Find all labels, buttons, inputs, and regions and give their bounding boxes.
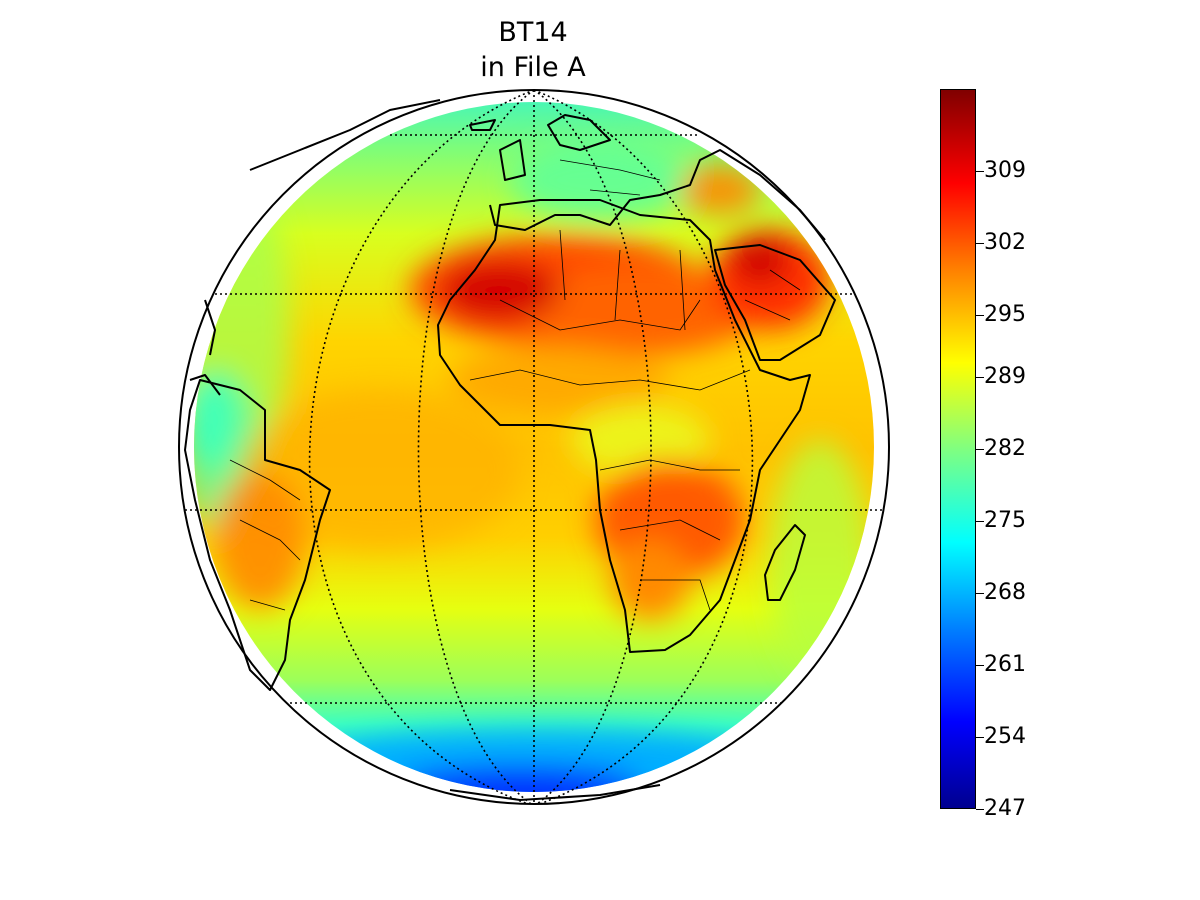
colorbar-tick-label: 247 bbox=[984, 796, 1026, 821]
colorbar-tick bbox=[976, 449, 984, 450]
colorbar-tick-label: 295 bbox=[984, 302, 1026, 327]
colorbar-tick bbox=[976, 521, 984, 522]
colorbar-tick bbox=[976, 809, 984, 810]
colorbar-tick bbox=[976, 243, 984, 244]
globe-outline bbox=[178, 89, 890, 805]
colorbar-tick-label: 302 bbox=[984, 230, 1026, 255]
colorbar bbox=[940, 89, 976, 809]
colorbar-tick bbox=[976, 593, 984, 594]
colorbar-tick-label: 282 bbox=[984, 436, 1026, 461]
colorbar-tick-label: 309 bbox=[984, 158, 1026, 183]
country-borders bbox=[229, 159, 801, 611]
colorbar-tick bbox=[976, 665, 984, 666]
colorbar-tick bbox=[976, 377, 984, 378]
colorbar-tick bbox=[976, 315, 984, 316]
map-title: BT14 bbox=[498, 17, 568, 48]
colorbar-tick-label: 261 bbox=[984, 652, 1026, 677]
colorbar-tick-label: 275 bbox=[984, 508, 1026, 533]
map-subtitle: in File A bbox=[480, 52, 586, 83]
colorbar-tick bbox=[976, 737, 984, 738]
colorbar-tick-label: 268 bbox=[984, 580, 1026, 605]
temperature-field bbox=[194, 102, 874, 792]
colorbar-tick-label: 254 bbox=[984, 724, 1026, 749]
colorbar-tick bbox=[976, 171, 984, 172]
graticule bbox=[179, 90, 889, 804]
coastlines bbox=[184, 99, 836, 801]
colorbar-tick-label: 289 bbox=[984, 364, 1026, 389]
